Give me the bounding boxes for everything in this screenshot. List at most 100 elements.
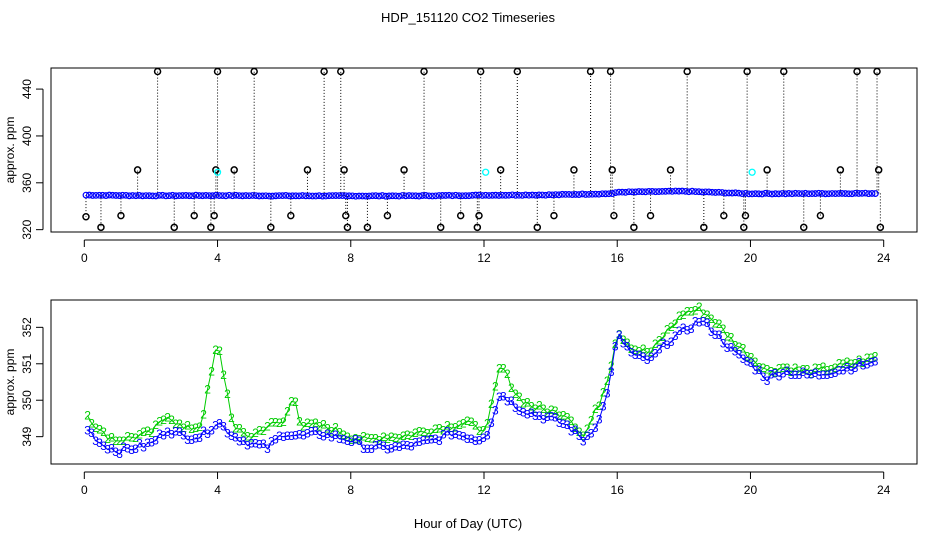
baseline-point <box>528 191 536 199</box>
series-marker-2: 2 <box>428 426 435 440</box>
spike-point <box>363 223 372 232</box>
series-marker-2: 2 <box>756 360 763 374</box>
baseline-point <box>142 192 150 199</box>
series-marker-2: 2 <box>832 361 839 375</box>
baseline-point <box>162 192 170 200</box>
baseline-point <box>552 191 560 198</box>
bottom-x-tick-label: 16 <box>611 483 625 497</box>
series-marker-3: 3 <box>416 435 423 449</box>
series-marker-2: 2 <box>340 428 347 442</box>
baseline-point <box>568 191 576 198</box>
series-marker-3: 3 <box>448 429 455 443</box>
series-marker-2: 2 <box>844 355 851 369</box>
series-marker-2: 2 <box>780 361 787 375</box>
series-marker-3: 3 <box>592 421 599 435</box>
series-marker-2: 2 <box>608 359 615 373</box>
series-marker-2: 2 <box>548 403 555 417</box>
series-marker-2: 2 <box>704 308 711 322</box>
series-marker-2: 2 <box>596 399 603 413</box>
series-marker-2: 2 <box>772 365 779 379</box>
series-marker-2: 2 <box>496 361 503 375</box>
baseline-point <box>225 191 233 199</box>
baseline-point <box>758 190 766 198</box>
series-marker-3: 3 <box>112 445 119 459</box>
series-marker-3: 3 <box>840 364 847 378</box>
series-marker-2: 2 <box>324 421 331 435</box>
series-marker-3: 3 <box>328 430 335 444</box>
top-y-tick-label: 360 <box>20 172 34 192</box>
baseline-point <box>235 192 243 200</box>
series-marker-3: 3 <box>200 424 207 438</box>
series-marker-3: 3 <box>376 437 383 451</box>
series-marker-2: 2 <box>856 353 863 367</box>
baseline-point <box>638 188 646 196</box>
spike-point <box>133 166 142 174</box>
baseline-point <box>105 191 113 199</box>
baseline-point <box>618 188 626 196</box>
series-marker-2: 2 <box>232 422 239 436</box>
series-marker-3: 3 <box>216 416 223 430</box>
series-marker-2: 2 <box>448 421 455 435</box>
baseline-point <box>755 190 763 198</box>
baseline-point <box>139 192 146 200</box>
series-marker-3: 3 <box>832 366 839 380</box>
series-marker-3: 3 <box>508 394 515 408</box>
series-marker-3: 3 <box>744 354 751 368</box>
series-marker-3: 3 <box>264 442 271 456</box>
baseline-point <box>145 192 153 200</box>
baseline-point <box>362 192 370 200</box>
series-marker-3: 3 <box>348 435 355 449</box>
baseline-point <box>715 188 723 196</box>
baseline-point <box>402 192 410 200</box>
series-marker-2: 2 <box>460 416 467 430</box>
series-marker-2: 2 <box>372 431 379 445</box>
series-marker-2: 2 <box>200 408 207 422</box>
series-marker-3: 3 <box>320 429 327 443</box>
series-marker-3: 3 <box>740 352 747 366</box>
series-marker-3: 3 <box>852 361 859 375</box>
baseline-point <box>718 189 726 196</box>
series-marker-2: 2 <box>836 357 843 371</box>
baseline-point <box>435 192 443 199</box>
baseline-point <box>492 191 500 199</box>
spike-point <box>190 211 198 220</box>
baseline-point <box>785 190 793 197</box>
baseline-point <box>515 191 523 199</box>
bottom-x-tick-label: 8 <box>347 483 354 497</box>
baseline-point <box>808 190 816 198</box>
series-marker-2: 2 <box>712 317 719 331</box>
baseline-point <box>822 190 829 198</box>
baseline-point <box>712 189 719 196</box>
baseline-point <box>841 190 849 197</box>
baseline-point <box>698 188 706 196</box>
series-marker-2: 2 <box>748 351 755 365</box>
series-marker-2: 2 <box>564 410 571 424</box>
series-marker-2: 2 <box>732 339 739 353</box>
bottom-plot-area: 2222222222222222222222222222222222222222… <box>84 300 878 461</box>
baseline-point <box>615 188 623 196</box>
baseline-point <box>229 192 236 200</box>
series-marker-2: 2 <box>284 405 291 419</box>
series-marker-2: 2 <box>644 345 651 359</box>
series-marker-3: 3 <box>380 439 387 453</box>
series-marker-2: 2 <box>388 430 395 444</box>
series-marker-2: 2 <box>464 414 471 428</box>
baseline-point <box>472 191 480 199</box>
baseline-point <box>532 191 540 199</box>
baseline-point <box>462 192 470 200</box>
series-marker-3: 3 <box>196 431 203 445</box>
baseline-point <box>655 188 663 195</box>
series-marker-2: 2 <box>444 419 451 433</box>
series-marker-2: 2 <box>804 362 811 376</box>
series-marker-2: 2 <box>828 362 835 376</box>
baseline-point <box>335 192 343 199</box>
series-marker-2: 2 <box>92 421 99 435</box>
series-marker-3: 3 <box>384 443 391 457</box>
series-marker-2: 2 <box>840 357 847 371</box>
spike-point <box>608 166 616 174</box>
spike-point <box>836 166 845 174</box>
cyan-point <box>482 168 490 176</box>
series-marker-2: 2 <box>104 432 111 446</box>
baseline-point <box>382 192 390 200</box>
series-marker-2: 2 <box>196 420 203 434</box>
